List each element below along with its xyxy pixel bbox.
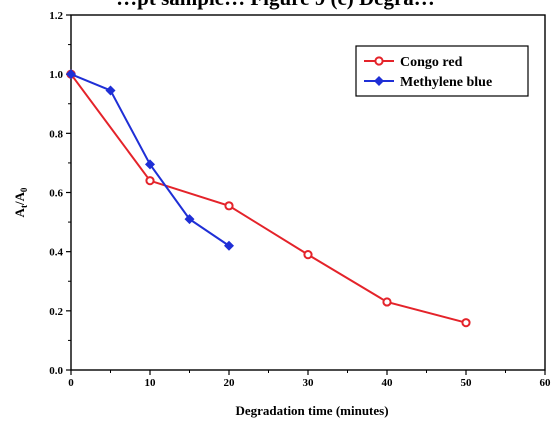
y-tick-label: 1.2 [49,10,63,22]
data-point [66,69,76,80]
x-axis-title: Degradation time (minutes) [235,403,388,418]
x-tick-label: 20 [224,377,236,389]
y-tick-label: 0.6 [49,188,63,200]
data-point [145,176,155,186]
y-tick-label: 0.2 [49,306,63,318]
legend-label: Congo red [400,55,463,70]
data-point [382,297,392,307]
legend-box [355,45,529,97]
y-tick-label: 0.0 [49,365,63,377]
cropped-caption: …pt sample… Figure 9 (c) Degra… [0,0,551,11]
legend: Congo red Methylene blue [355,45,529,97]
y-tick-label: 1.0 [49,69,63,81]
axis-ticks: 0 10 20 30 40 50 60 0.0 0.2 0.4 0.6 0.8 1.0 1.2 [49,10,551,389]
y-tick-label: 0.8 [49,128,63,140]
legend-label: Methylene blue [400,75,492,90]
data-point [303,250,313,260]
data-point [145,159,155,170]
data-point [184,214,195,225]
series-1 [66,69,234,251]
y-tick-label: 0.4 [49,247,63,259]
y-axis-title: At/A0 [12,187,29,217]
series-line [70,73,467,324]
legend-marker [374,56,384,66]
data-point [224,240,234,251]
data-point [105,85,116,96]
axis-titles: Degradation time (minutes) At/A0 [12,187,389,418]
series-layer [66,69,471,328]
x-tick-label: 10 [145,377,157,389]
legend-marker [374,76,384,86]
x-tick-label: 30 [303,377,315,389]
series-0 [66,69,471,328]
x-tick-label: 0 [68,377,74,389]
data-point [224,201,234,211]
x-tick-label: 60 [540,377,551,389]
data-point [461,318,471,328]
x-tick-label: 50 [461,377,473,389]
x-tick-label: 40 [382,377,394,389]
